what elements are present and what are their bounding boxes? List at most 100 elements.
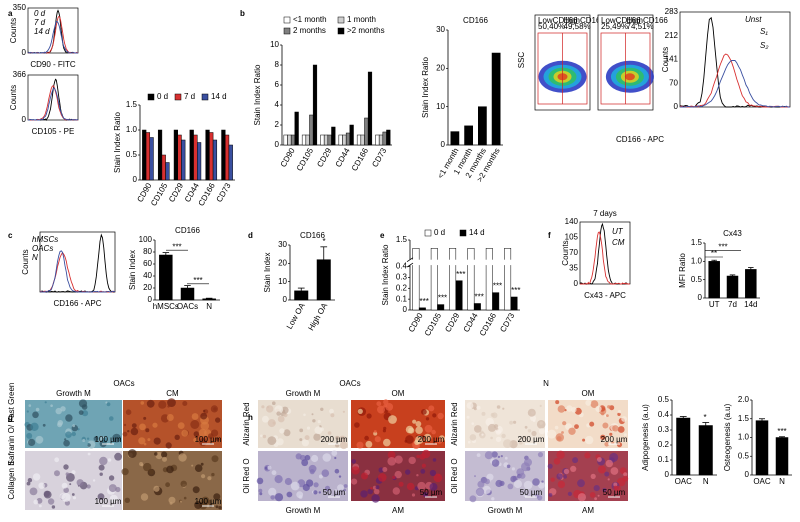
chart-title: Cx43: [723, 229, 742, 238]
y-axis-label: Stain Index Ratio: [113, 111, 122, 172]
gate-name: LowCD166: [538, 16, 578, 25]
legend-label: 1 month: [347, 15, 376, 24]
micrograph-texture: [507, 483, 514, 490]
micrograph-texture: [590, 400, 599, 408]
legend-label: 14 d: [211, 92, 227, 101]
micrograph-texture: [286, 491, 293, 498]
y-tick-label: 10: [436, 102, 445, 111]
micrograph-texture: [63, 487, 69, 494]
micrograph-texture: [317, 420, 321, 424]
legend-label: >2 months: [347, 26, 385, 35]
micrograph-texture: [524, 425, 528, 429]
significance: **: [711, 249, 717, 258]
x-axis-label: CD105 - PE: [32, 127, 75, 136]
micrograph-texture: [405, 435, 414, 444]
bar: [378, 134, 384, 146]
significance: ***: [718, 243, 727, 252]
axis-break: [407, 259, 520, 266]
micrograph-texture: [375, 485, 380, 490]
bar: [149, 137, 154, 181]
micrograph-texture: [210, 405, 218, 413]
micrograph-texture: [467, 440, 471, 444]
gate-value: 74,51%: [627, 22, 654, 31]
micrograph-texture: [600, 434, 606, 440]
bar: [412, 248, 420, 311]
y-tick-label: 0: [665, 470, 670, 479]
micrograph-texture: [154, 452, 158, 456]
legend-label: 0 d: [434, 228, 445, 237]
micrograph-texture: [140, 401, 145, 405]
y-tick-label: 20: [436, 63, 445, 72]
micrograph-texture: [561, 431, 564, 434]
micrograph-texture: [421, 449, 431, 459]
micrograph-texture: [109, 416, 114, 421]
micrograph-texture: [432, 458, 437, 462]
bar: [159, 254, 173, 301]
micrograph-texture: [305, 479, 314, 487]
micrograph-texture: [488, 423, 496, 432]
micrograph-texture: [304, 435, 310, 441]
y-axis-label: Counts: [561, 240, 570, 265]
micrograph-texture: [394, 455, 403, 464]
x-tick-label: CD29: [443, 311, 461, 334]
micrograph-texture: [272, 401, 276, 406]
panel-label: c: [8, 231, 13, 240]
y-tick-label: 1.5: [396, 235, 408, 244]
y-tick-label: 0: [441, 140, 446, 149]
micrograph-texture: [613, 482, 618, 487]
bar: [455, 280, 463, 311]
bar: [485, 248, 493, 311]
micrograph-texture: [266, 405, 274, 413]
significance: ***: [419, 297, 428, 306]
micrograph-texture: [213, 493, 221, 501]
micrograph-texture: [594, 497, 597, 501]
panel-label: g: [8, 413, 13, 422]
density-contour: [624, 73, 635, 81]
legend-swatch: [174, 93, 182, 101]
micrograph-texture: [537, 452, 544, 458]
micrograph-texture: [563, 474, 567, 479]
micrograph-texture: [276, 411, 281, 416]
histogram-curve: [580, 231, 631, 285]
micrograph-texture: [496, 405, 501, 409]
micrograph-texture: [622, 475, 629, 482]
bar: [228, 144, 233, 181]
bar: [312, 64, 318, 146]
y-tick-label: 0.3: [658, 425, 670, 434]
micrograph-texture: [365, 440, 373, 448]
micrograph-texture: [541, 480, 544, 483]
legend-label: S₂: [760, 41, 768, 50]
column-label: OM: [392, 389, 405, 398]
bar: [305, 134, 310, 146]
y-tick-label: 0: [674, 102, 679, 111]
y-tick-label: 40: [143, 271, 152, 280]
bar: [450, 131, 460, 146]
micrograph-texture: [178, 453, 187, 462]
bar: [327, 134, 332, 146]
micrograph-texture: [415, 421, 422, 427]
micrograph-texture: [311, 413, 314, 416]
legend-swatch: [337, 27, 345, 35]
micrograph-texture: [272, 421, 276, 425]
column-label: Growth M: [488, 506, 523, 515]
micrograph-texture: [306, 426, 311, 430]
micrograph-texture: [614, 485, 621, 492]
y-tick-label: 0.5: [691, 275, 703, 284]
micrograph-texture: [421, 409, 427, 415]
scale-label: 200 µm: [321, 435, 348, 444]
plot-frame: [27, 7, 79, 54]
histogram-curve: [679, 16, 790, 108]
legend-label: 7 d: [34, 18, 46, 27]
y-tick-label: 0: [148, 295, 153, 304]
x-axis-label: CD166 - APC: [616, 135, 664, 144]
legend-swatch: [147, 93, 155, 101]
micrograph-texture: [476, 453, 481, 457]
image-title: OACs: [339, 379, 360, 388]
legend-swatch: [283, 27, 291, 35]
legend-swatch: [201, 93, 209, 101]
legend-label: 14 d: [469, 228, 485, 237]
micrograph-texture: [215, 417, 221, 423]
x-tick-label: CD44: [462, 311, 480, 334]
histogram-curve: [39, 251, 116, 293]
micrograph-texture: [107, 458, 112, 462]
